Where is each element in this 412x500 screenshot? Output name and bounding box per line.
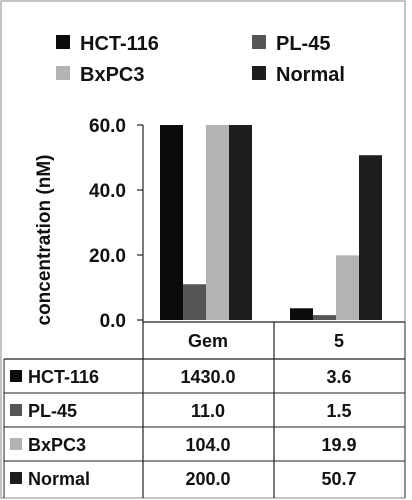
y-tick-label: 0.0 (100, 311, 126, 332)
legend-swatch-hct116 (56, 35, 70, 49)
bar-bxpc3-gem (206, 125, 229, 320)
bars (160, 125, 382, 320)
legend-swatch-bxpc3 (56, 66, 70, 80)
row-label-hct116: HCT-116 (28, 367, 99, 387)
cell-pl45-gem: 11.0 (191, 401, 225, 421)
legend-label-bxpc3: BxPC3 (80, 64, 144, 86)
legend: HCT-116 PL-45 BxPC3 Normal (56, 33, 345, 86)
y-tick-label: 60.0 (89, 116, 126, 137)
cell-normal-gem: 200.0 (185, 469, 230, 489)
cell-pl45-5: 1.5 (326, 401, 351, 421)
row-label-normal: Normal (28, 469, 90, 489)
legend-label-hct116: HCT-116 (80, 33, 159, 55)
cell-hct116-5: 3.6 (326, 367, 351, 387)
cell-hct116-gem: 1430.0 (180, 367, 235, 387)
bar-pl45-5 (313, 315, 336, 320)
legend-label-pl45: PL-45 (276, 33, 330, 55)
y-tick-label: 40.0 (89, 181, 126, 202)
y-axis-label: concentration (nM) (34, 155, 55, 326)
bar-hct116-5 (290, 308, 313, 320)
bar-normal-5 (359, 155, 382, 320)
cell-bxpc3-gem: 104.0 (185, 435, 230, 455)
bar-hct116-gem (160, 125, 183, 320)
row-swatch-normal (10, 472, 22, 484)
bar-bxpc3-5 (336, 255, 359, 320)
cell-normal-5: 50.7 (321, 469, 356, 489)
y-ticks: 0.0 20.0 40.0 60.0 (89, 116, 143, 332)
bar-normal-gem (229, 125, 252, 320)
bar-pl45-gem (183, 284, 206, 320)
legend-label-normal: Normal (276, 64, 345, 86)
legend-swatch-normal (252, 66, 266, 80)
cell-bxpc3-5: 19.9 (321, 435, 356, 455)
data-table: Gem 5 HCT-116 1430.0 3.6 PL-45 11.0 1.5 … (3, 321, 406, 498)
category-label-gem: Gem (188, 331, 228, 351)
row-swatch-pl45 (10, 404, 22, 416)
category-label-5: 5 (334, 331, 344, 351)
row-label-pl45: PL-45 (28, 401, 77, 421)
row-swatch-bxpc3 (10, 438, 22, 450)
row-label-bxpc3: BxPC3 (28, 435, 86, 455)
legend-swatch-pl45 (252, 35, 266, 49)
row-swatch-hct116 (10, 370, 22, 382)
y-tick-label: 20.0 (89, 246, 126, 267)
